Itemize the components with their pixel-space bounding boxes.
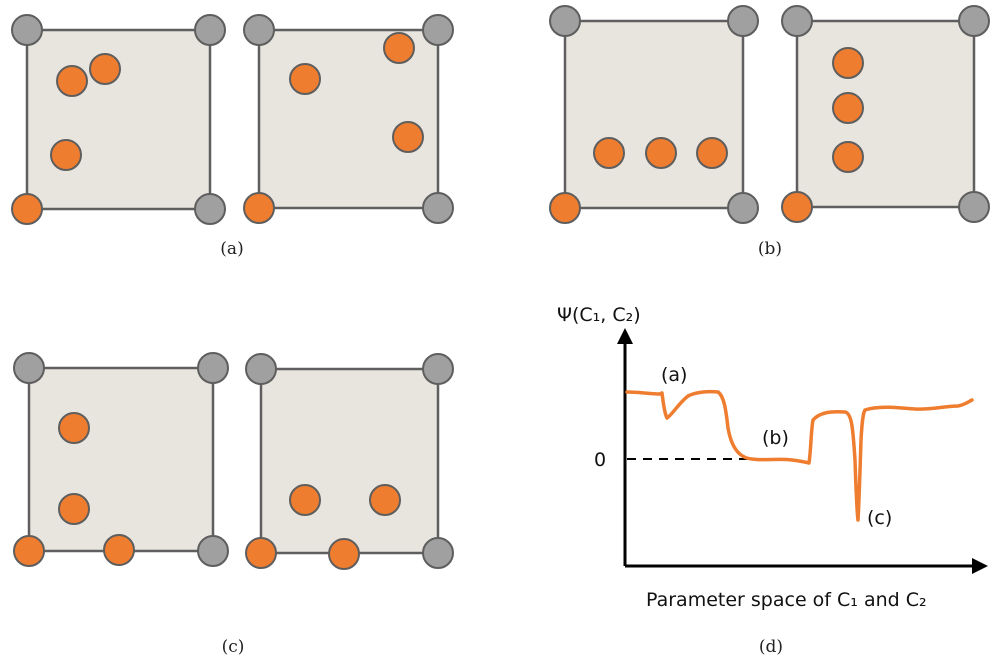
interior-atom bbox=[328, 538, 360, 570]
curve-label-b: (b) bbox=[762, 427, 789, 449]
interior-atom bbox=[383, 32, 415, 64]
curve-label-c: (c) bbox=[867, 507, 892, 529]
interior-atom bbox=[50, 139, 82, 171]
corner-atom-grey bbox=[194, 193, 226, 225]
caption-b: (b) bbox=[758, 239, 782, 259]
panel-a: (a) bbox=[11, 14, 454, 259]
interior-atom bbox=[58, 412, 90, 444]
panel-b-cell-2 bbox=[781, 5, 990, 223]
interior-atom bbox=[103, 534, 135, 566]
corner-atom-grey bbox=[781, 5, 813, 37]
corner-atom-orange bbox=[243, 192, 275, 224]
interior-atom bbox=[593, 137, 625, 169]
interior-atom bbox=[832, 92, 864, 124]
interior-atom bbox=[392, 121, 424, 153]
panel-b: (b) bbox=[549, 5, 990, 259]
interior-atom bbox=[369, 484, 401, 516]
corner-atom-orange bbox=[11, 193, 43, 225]
panel-c-cell-2 bbox=[245, 353, 454, 570]
caption-d: (d) bbox=[759, 637, 783, 657]
caption-a: (a) bbox=[220, 239, 243, 259]
zero-tick-label: 0 bbox=[594, 449, 606, 471]
panel-a-cell-2 bbox=[243, 14, 454, 224]
interior-atom bbox=[832, 141, 864, 173]
corner-atom-grey bbox=[727, 5, 759, 37]
interior-atom bbox=[289, 484, 321, 516]
corner-atom-grey bbox=[13, 352, 45, 384]
interior-atom bbox=[289, 63, 321, 95]
corner-atom-grey bbox=[194, 14, 226, 46]
corner-atom-orange bbox=[781, 191, 813, 223]
interior-atom bbox=[696, 137, 728, 169]
corner-atom-grey bbox=[11, 14, 43, 46]
unit-cell bbox=[27, 366, 215, 553]
corner-atom-grey bbox=[197, 352, 229, 384]
corner-atom-grey bbox=[243, 14, 275, 46]
corner-atom-orange bbox=[549, 192, 581, 224]
corner-atom-orange bbox=[245, 537, 277, 569]
panel-c-cell-1 bbox=[13, 352, 229, 567]
corner-atom-grey bbox=[245, 353, 277, 385]
x-axis-label: Parameter space of C₁ and C₂ bbox=[646, 589, 927, 611]
interior-atom bbox=[832, 47, 864, 79]
interior-atom bbox=[645, 137, 677, 169]
interior-atom bbox=[58, 493, 90, 525]
corner-atom-grey bbox=[422, 353, 454, 385]
corner-atom-orange bbox=[13, 535, 45, 567]
corner-atom-grey bbox=[549, 5, 581, 37]
panel-a-cell-1 bbox=[11, 14, 226, 225]
panel-d: Ψ(C₁, C₂) 0 (a) (b) (c) Parameter space … bbox=[557, 304, 988, 657]
corner-atom-grey bbox=[422, 537, 454, 569]
x-axis-arrow-icon bbox=[972, 558, 988, 574]
unit-cell bbox=[795, 19, 976, 209]
unit-cell bbox=[25, 28, 212, 211]
interior-atom bbox=[56, 65, 88, 97]
y-axis-arrow-icon bbox=[617, 328, 633, 344]
corner-atom-grey bbox=[958, 191, 990, 223]
y-axis-label: Ψ(C₁, C₂) bbox=[557, 304, 641, 326]
interior-atom bbox=[89, 53, 121, 85]
psi-curve bbox=[625, 389, 974, 522]
corner-atom-grey bbox=[422, 192, 454, 224]
panel-b-cell-1 bbox=[549, 5, 759, 224]
panel-c: (c) bbox=[13, 352, 454, 657]
unit-cell bbox=[563, 19, 745, 210]
corner-atom-grey bbox=[197, 535, 229, 567]
corner-atom-grey bbox=[727, 192, 759, 224]
corner-atom-grey bbox=[422, 14, 454, 46]
caption-c: (c) bbox=[222, 637, 245, 657]
curve-label-a: (a) bbox=[661, 364, 687, 386]
corner-atom-grey bbox=[958, 5, 990, 37]
unit-cell bbox=[259, 367, 440, 555]
